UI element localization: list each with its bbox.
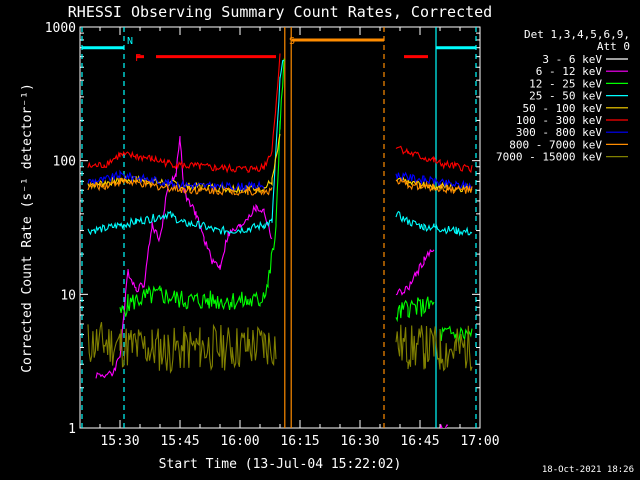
series-3-6-kev-segment-0 (95, 181, 273, 345)
series-3-6-kev-segment-1 (395, 243, 435, 299)
y-tick-label: 100 (53, 155, 76, 170)
series-7000-15000-kev-segment-0 (87, 321, 277, 374)
y-tick-label: 1 (68, 422, 76, 437)
series-800-7000-kev-segment-0 (87, 177, 273, 197)
series-6-12-kev-segment-2 (440, 423, 449, 428)
legend-label-100-300-kev: 100 - 300 keV (516, 114, 602, 127)
legend-label-7000-15000-kev: 7000 - 15000 keV (496, 151, 602, 164)
chart-title: RHESSI Observing Summary Count Rates, Co… (68, 3, 492, 21)
legend-label-6-12-kev: 6 - 12 keV (536, 65, 603, 78)
marker-n: N (127, 36, 133, 47)
x-tick-label: 16:30 (340, 434, 379, 449)
series-800-7000-kev (87, 177, 473, 197)
series-25-50-kev (87, 60, 473, 237)
series-6-12-kev-segment-0 (95, 136, 273, 379)
legend-label-25-50-kev: 25 - 50 keV (529, 90, 602, 103)
x-tick-label: 17:00 (460, 434, 499, 449)
series-12-25-kev-segment-2 (439, 325, 473, 343)
series-50-100-kev-segment-1 (395, 176, 473, 194)
series-6-12-kev (95, 136, 449, 428)
legend-label-800-7000-kev: 800 - 7000 keV (509, 138, 602, 151)
legend-label-300-800-kev: 300 - 800 keV (516, 126, 602, 139)
legend-header-0: Det 1,3,4,5,6,9, (524, 28, 630, 41)
series-12-25-kev (119, 58, 473, 343)
legend-label-50-100-kev: 50 - 100 keV (523, 102, 603, 115)
x-tick-label: 16:45 (400, 434, 439, 449)
y-axis-label: Corrected Count Rate (s⁻¹ detector⁻¹) (20, 83, 35, 373)
plot-data-area (81, 27, 477, 428)
series-25-50-kev-segment-0 (87, 60, 285, 236)
series-7000-15000-kev (87, 321, 473, 374)
series-300-800-kev-segment-1 (395, 171, 473, 191)
series-100-300-kev-segment-1 (395, 145, 473, 174)
x-tick-label: 15:45 (160, 434, 199, 449)
x-axis-label: Start Time (13-Jul-04 15:22:02) (159, 457, 402, 472)
series-100-300-kev-segment-0 (87, 53, 281, 174)
series-100-300-kev (87, 53, 473, 174)
legend-header-1: Att 0 (597, 40, 630, 53)
series-25-50-kev-segment-1 (395, 210, 473, 237)
series-12-25-kev-segment-0 (119, 58, 285, 317)
marker-s: S (289, 36, 295, 47)
x-tick-label: 16:15 (280, 434, 319, 449)
series-12-25-kev-segment-1 (395, 296, 435, 323)
x-tick-label: 15:30 (100, 434, 139, 449)
series-800-7000-kev-segment-1 (395, 177, 473, 195)
marker-f: F (135, 53, 141, 64)
x-tick-label: 16:00 (220, 434, 259, 449)
legend-label-3-6-kev: 3 - 6 keV (542, 53, 602, 66)
footer-timestamp: 18-Oct-2021 18:26 (541, 465, 634, 475)
y-tick-label: 10 (60, 288, 76, 303)
series-7000-15000-kev-segment-1 (395, 324, 473, 372)
series-6-12-kev-segment-1 (395, 248, 435, 296)
y-tick-label: 1000 (45, 21, 76, 36)
legend-label-12-25-kev: 12 - 25 keV (529, 77, 602, 90)
